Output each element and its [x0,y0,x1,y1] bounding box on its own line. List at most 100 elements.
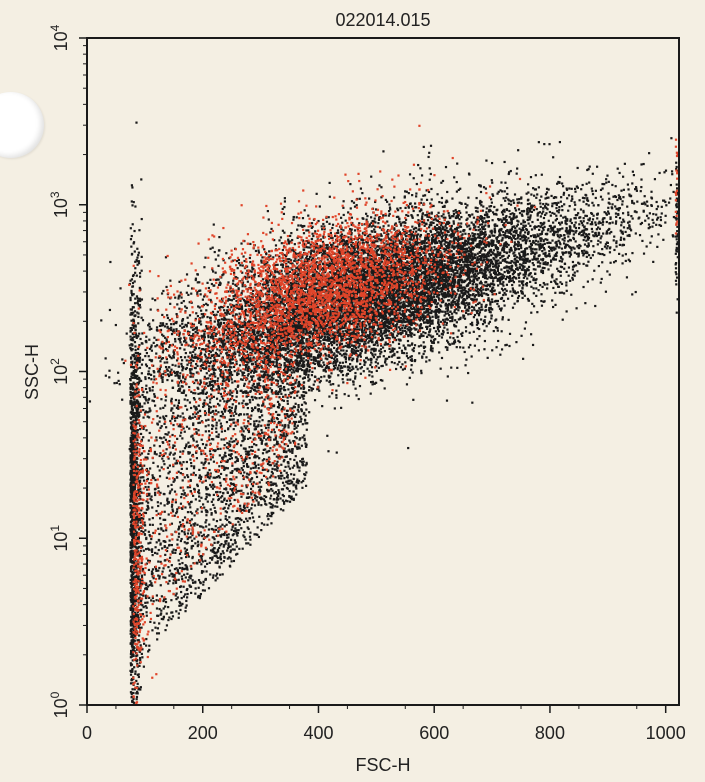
black-event-dot [269,335,272,338]
black-event-dot [225,420,229,424]
black-event-dot [374,214,377,217]
black-event-dot [354,346,358,350]
black-event-dot [268,359,271,363]
black-event-dot [536,311,539,314]
black-event-dot [298,396,302,399]
black-event-dot [299,224,302,227]
black-event-dot [197,392,200,395]
black-event-dot [351,331,354,334]
black-event-dot [405,352,408,355]
black-event-dot [634,290,637,294]
black-event-dot [410,214,413,217]
black-event-dot [481,308,484,311]
black-event-dot [287,260,290,264]
black-event-dot [333,407,336,410]
black-event-dot [459,237,463,240]
black-event-dot [265,327,268,330]
black-event-dot [195,406,198,409]
black-event-dot [462,229,465,232]
black-event-dot [388,337,391,340]
black-event-dot [418,352,421,355]
black-event-dot [346,319,349,323]
black-event-dot [239,264,242,267]
black-event-dot [194,331,197,334]
black-event-dot [459,316,462,319]
black-event-dot [391,333,395,336]
black-event-dot [425,360,428,363]
black-event-dot [342,381,345,384]
black-event-dot [444,312,447,315]
black-event-dot [404,218,408,221]
black-event-dot [315,270,318,274]
black-event-dot [335,396,338,399]
black-event-dot [430,223,433,227]
black-event-dot [491,300,494,304]
black-event-dot [308,385,311,388]
black-event-dot [305,240,308,243]
black-event-dot [397,232,400,236]
black-event-dot [483,321,487,324]
black-event-dot [415,309,419,312]
black-event-dot [214,375,217,378]
black-event-dot [243,275,247,278]
black-event-dot [365,275,368,278]
black-event-dot [569,279,572,282]
black-event-dot [237,288,240,291]
black-event-dot [194,392,197,395]
black-event-dot [384,341,387,344]
black-event-dot [187,355,190,358]
black-event-dot [306,351,309,354]
black-event-dot [420,257,424,260]
black-event-dot [338,361,342,364]
black-event-dot [464,232,467,235]
black-event-dot [337,322,340,325]
black-event-dot [451,215,454,218]
black-event-dot [279,355,282,358]
black-event-dot [246,314,249,317]
black-event-dot [493,273,497,276]
black-event-dot [440,356,444,360]
black-event-dot [359,187,363,190]
black-event-dot [415,227,418,230]
black-event-dot [457,309,460,312]
black-event-dot [238,354,241,357]
black-event-dot [117,379,120,382]
black-event-dot [216,278,219,281]
black-event-dot [270,316,273,319]
black-event-dot [398,319,401,322]
black-event-dot [430,310,433,313]
black-event-dot [355,394,358,397]
black-event-dot [492,271,496,275]
black-event-dot [434,237,437,240]
black-event-dot [493,225,496,228]
black-event-dot [436,241,439,245]
black-event-dot [350,233,353,236]
black-event-dot [542,210,545,213]
black-event-dot [254,352,257,355]
black-event-dot [272,295,276,298]
black-event-dot [425,319,428,322]
black-event-dot [285,272,288,275]
black-event-dot [272,377,275,380]
black-event-dot [494,326,498,329]
black-event-dot [400,301,403,304]
black-event-dot [460,253,463,256]
black-event-dot [397,215,400,218]
black-event-dot [341,378,344,381]
black-event-dot [450,273,453,276]
black-event-dot [228,329,231,332]
black-event-dot [205,309,208,312]
black-event-dot [438,234,442,237]
black-event-dot [331,236,334,239]
black-event-dot [374,336,377,339]
black-event-dot [260,301,263,304]
black-event-dot [238,317,242,320]
black-event-dot [300,302,303,306]
black-event-dot [428,178,431,181]
black-event-dot [413,333,416,336]
black-event-dot [231,314,235,317]
black-event-dot [354,371,357,375]
black-event-dot [354,272,357,276]
black-event-dot [243,259,246,263]
black-event-dot [239,342,242,345]
